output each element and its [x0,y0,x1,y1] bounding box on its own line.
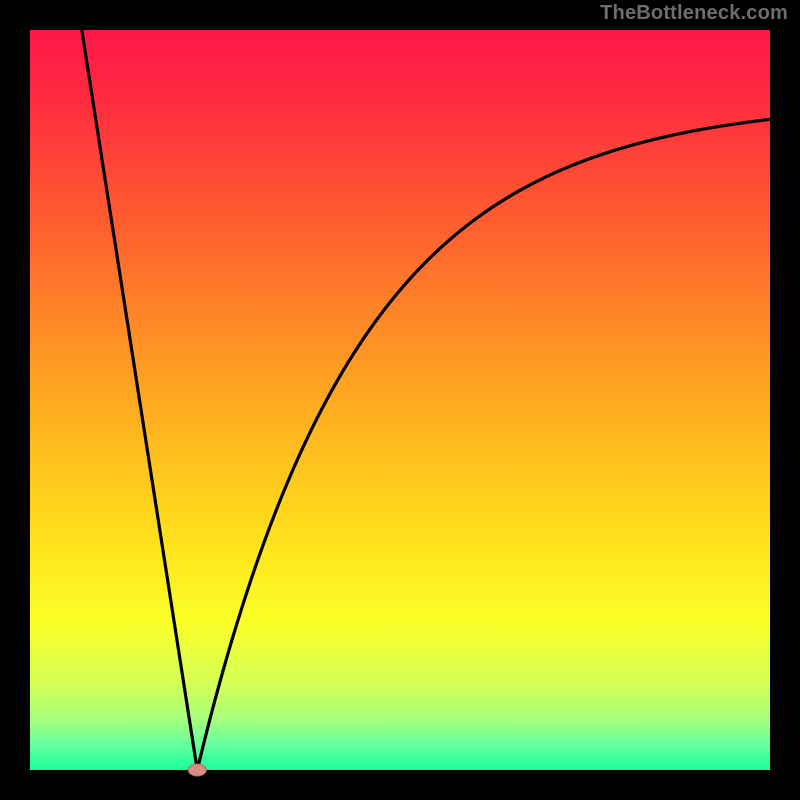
chart-svg [0,0,800,800]
vertex-marker [188,764,206,776]
chart-frame: TheBottleneck.com [0,0,800,800]
